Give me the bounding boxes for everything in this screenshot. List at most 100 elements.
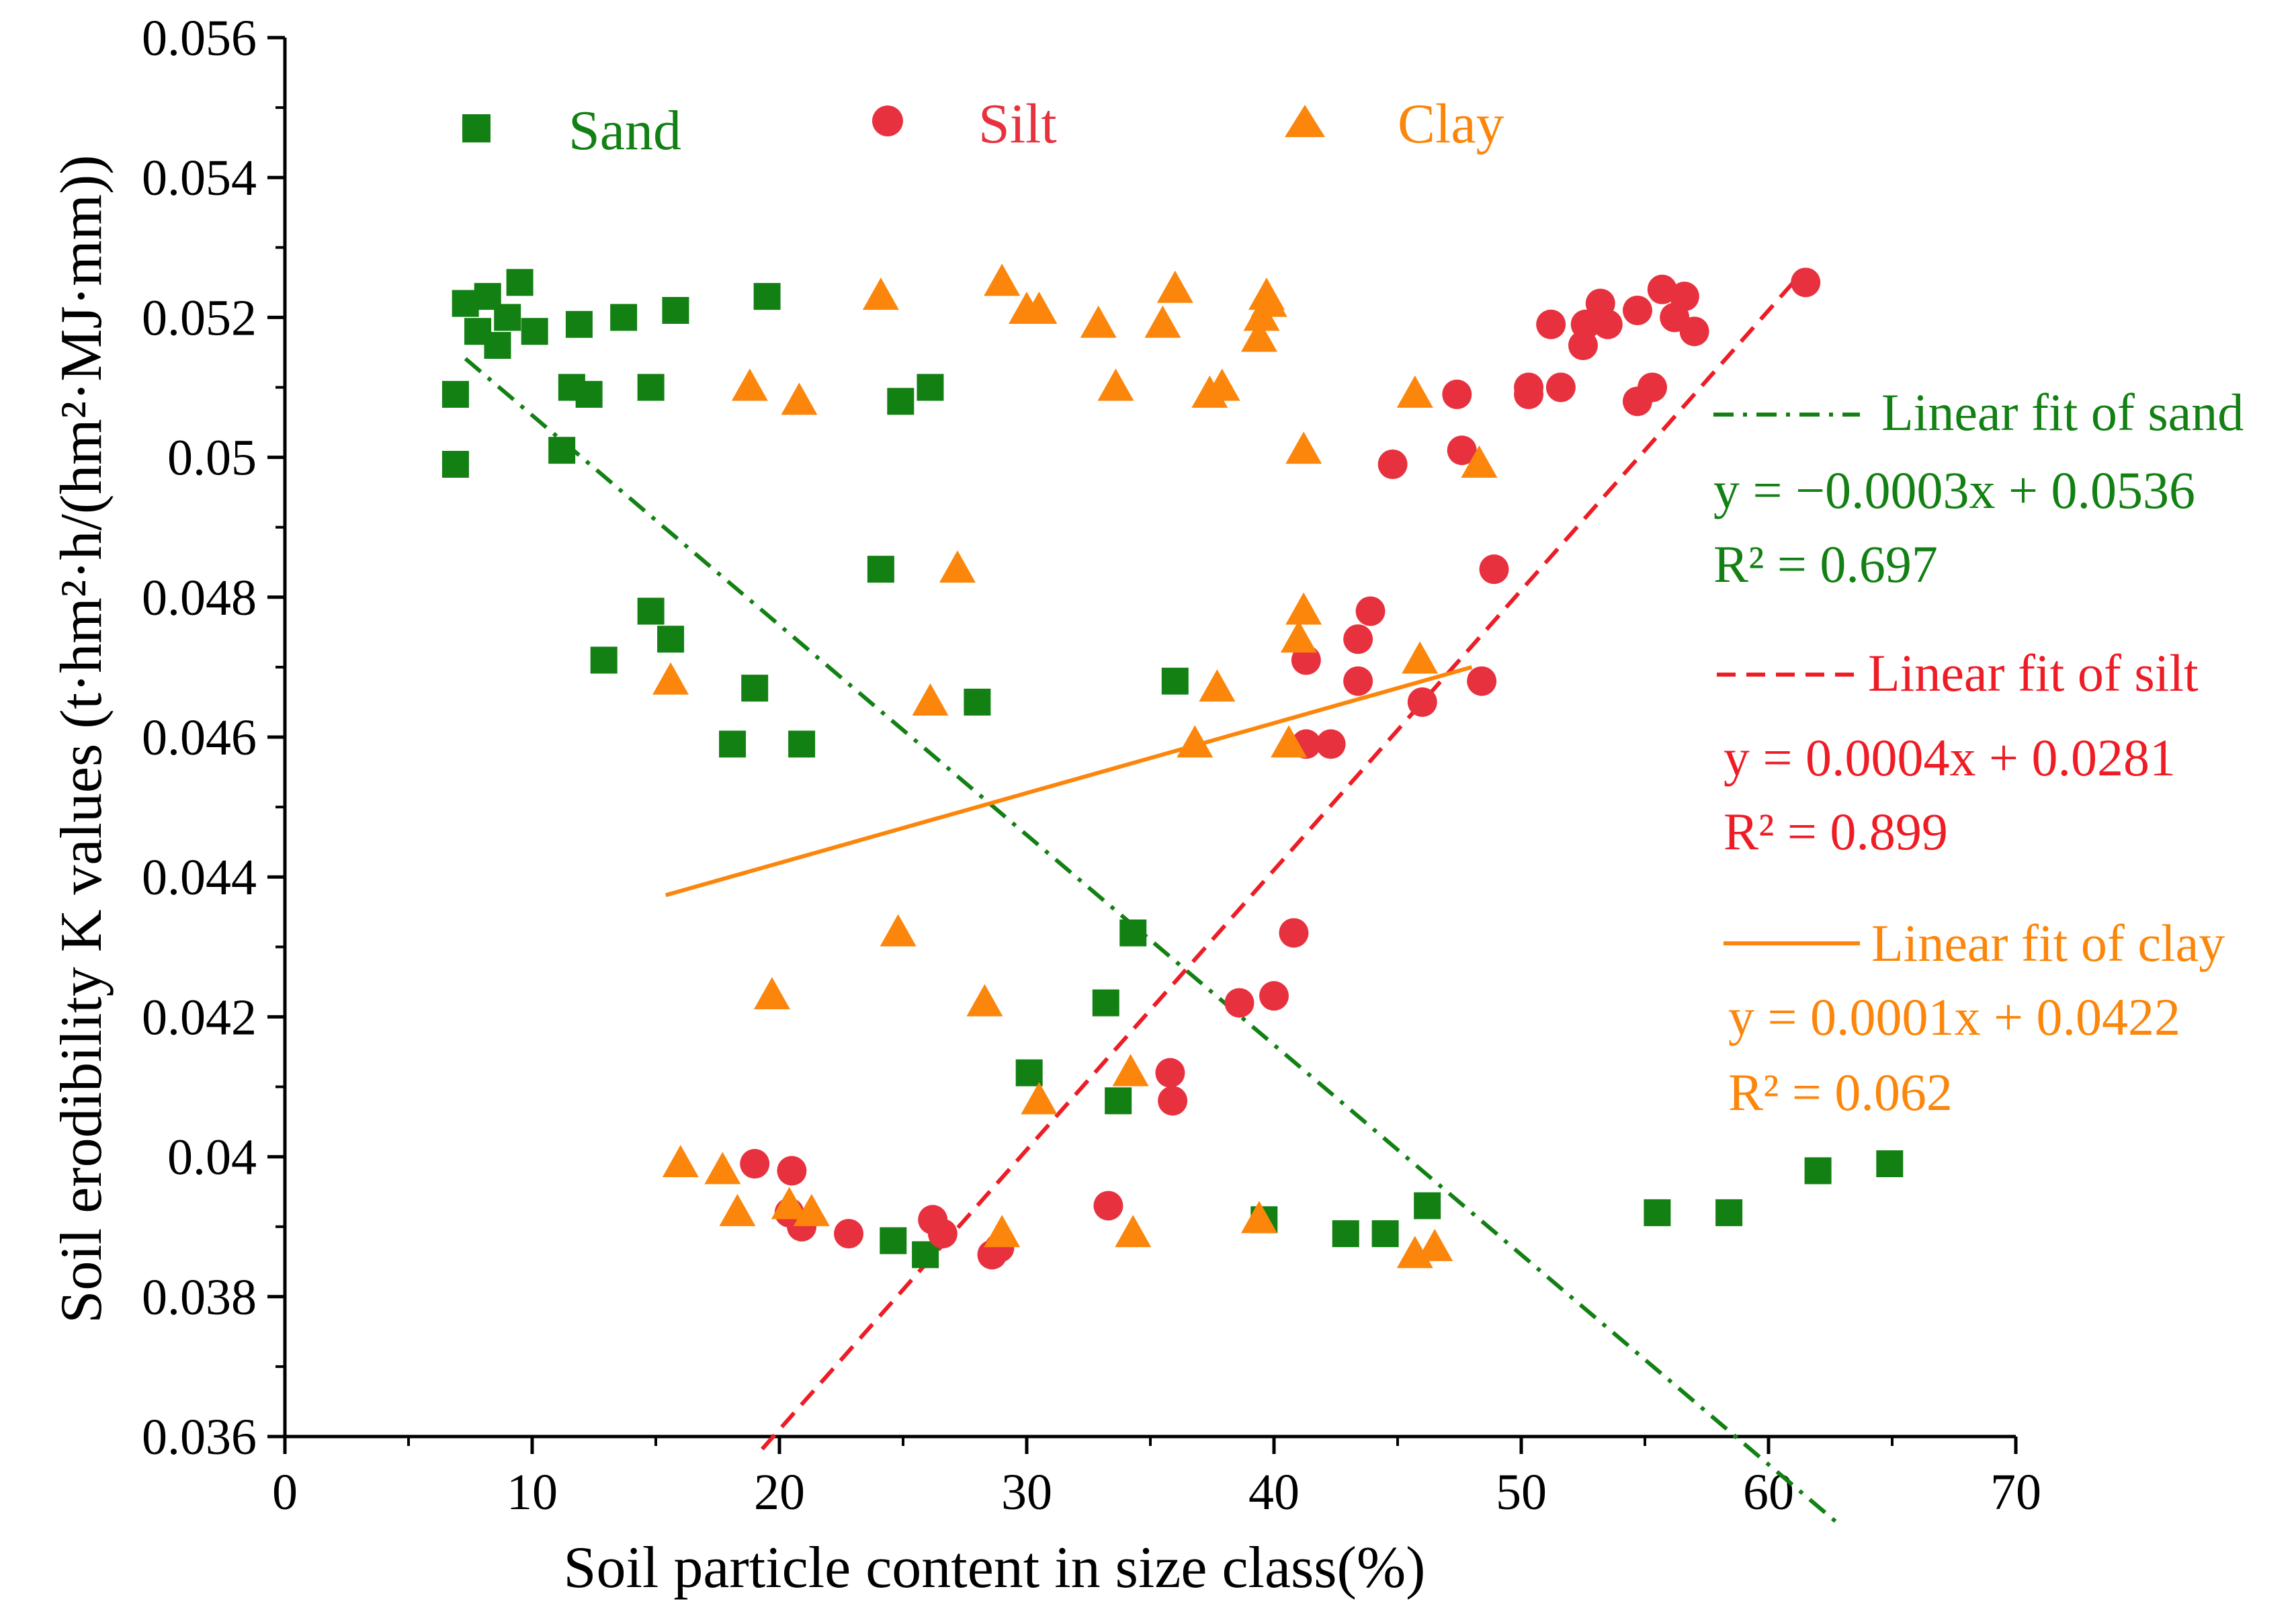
x-axis-title: Soil particle content in size class(%) (564, 1535, 1426, 1600)
fit-equation-clay: y = 0.0001x + 0.0422 (1728, 988, 2180, 1046)
clay-point (912, 683, 949, 716)
series-legend: Sand Silt Clay (462, 93, 1504, 162)
silt-point (1592, 309, 1623, 339)
clay-point (1177, 725, 1214, 758)
clay-point (1115, 1215, 1152, 1248)
silt-point (1545, 372, 1576, 402)
fit-legend: Linear fit of sand y = −0.0003x + 0.0536… (1713, 383, 2244, 1121)
legend-label-clay: Clay (1398, 93, 1504, 155)
sand-point (565, 310, 593, 338)
sand-point (1161, 667, 1189, 695)
silt-point (834, 1219, 864, 1249)
y-tick-label: 0.036 (142, 1409, 257, 1465)
sand-point (590, 646, 618, 674)
sand-point (637, 597, 665, 625)
clay-point (1156, 270, 1193, 303)
fit-label-clay: Linear fit of clay (1871, 914, 2225, 972)
sand-point (1119, 919, 1147, 947)
clay-point (781, 382, 818, 415)
silt-point (1447, 435, 1477, 466)
clay-point (939, 550, 976, 583)
y-tick-label: 0.046 (142, 710, 257, 766)
silt-point (1622, 295, 1652, 325)
y-tick-label: 0.042 (142, 989, 257, 1045)
x-tick-label: 50 (1496, 1464, 1547, 1521)
silt-point (1355, 596, 1386, 626)
sand-point (657, 626, 685, 653)
sand-point (753, 283, 781, 310)
silt-point (1155, 1058, 1185, 1088)
y-tick-label: 0.052 (142, 290, 257, 346)
silt-point (1291, 645, 1321, 675)
clay-point (1144, 305, 1181, 338)
clay-point (1285, 592, 1322, 625)
sand-point (610, 304, 638, 331)
sand-point (521, 318, 548, 345)
clay-point (652, 662, 689, 695)
clay-point (1112, 1054, 1149, 1086)
fit-equation-sand: y = −0.0003x + 0.0536 (1713, 461, 2195, 519)
silt-point (1536, 309, 1566, 339)
fit-label-silt: Linear fit of silt (1868, 644, 2199, 702)
clay-point (1240, 319, 1277, 352)
silt-point (777, 1156, 807, 1186)
clay-point (1240, 1201, 1277, 1234)
clay-point (1285, 431, 1322, 464)
fit-r2-clay: R² = 0.062 (1728, 1063, 1953, 1121)
sand-point (1332, 1220, 1359, 1248)
silt-point (1638, 372, 1668, 402)
sand-point (441, 380, 469, 408)
clay-point (1250, 284, 1287, 317)
clay-point (1080, 305, 1117, 338)
clay-point (1402, 641, 1439, 674)
clay-point (862, 277, 899, 310)
x-tick-label: 10 (507, 1464, 558, 1521)
sand-point (1105, 1087, 1132, 1115)
data-points (441, 263, 1904, 1270)
silt-point (1467, 666, 1497, 696)
clay-point (771, 1187, 808, 1220)
clay-point (704, 1152, 741, 1185)
y-tick-label: 0.048 (142, 570, 257, 626)
y-tick-label: 0.054 (142, 150, 257, 206)
clay-point (731, 368, 768, 401)
clay-point (880, 914, 917, 947)
x-tick-label: 0 (272, 1464, 298, 1521)
sand-point (741, 675, 769, 702)
sand-point (1876, 1150, 1904, 1178)
silt-point (1791, 267, 1821, 298)
x-tick-label: 20 (754, 1464, 805, 1521)
fit-line-silt (760, 272, 1803, 1451)
silt-point (740, 1149, 770, 1179)
legend-marker-silt (872, 105, 903, 136)
silt-point (1093, 1191, 1123, 1221)
clay-point (753, 977, 790, 1010)
clay-point (662, 1145, 699, 1178)
silt-point (1679, 316, 1709, 347)
sand-point (484, 332, 511, 359)
clay-point (1416, 1228, 1453, 1261)
sand-point (880, 1227, 907, 1254)
sand-point (917, 374, 944, 401)
clay-point (1199, 669, 1236, 702)
silt-point (1442, 379, 1472, 409)
x-tick-label: 60 (1743, 1464, 1794, 1521)
fit-label-sand: Linear fit of sand (1881, 383, 2244, 441)
sand-point (494, 304, 521, 331)
sand-point (1092, 989, 1119, 1017)
y-tick-label: 0.056 (142, 10, 257, 67)
sand-point (575, 380, 603, 408)
silt-point (1377, 450, 1408, 480)
sand-point (441, 451, 469, 478)
y-axis-ticks: 0.036 0.038 0.04 0.042 0.044 0.046 0.048 0.05 0.… (142, 10, 285, 1465)
silt-point (1407, 687, 1437, 717)
silt-point (1479, 554, 1509, 585)
sand-point (719, 730, 747, 758)
clay-point (1097, 368, 1134, 401)
legend-label-sand: Sand (568, 99, 681, 162)
clay-point (1203, 368, 1240, 401)
x-tick-label: 30 (1001, 1464, 1052, 1521)
silt-point (1343, 624, 1373, 654)
